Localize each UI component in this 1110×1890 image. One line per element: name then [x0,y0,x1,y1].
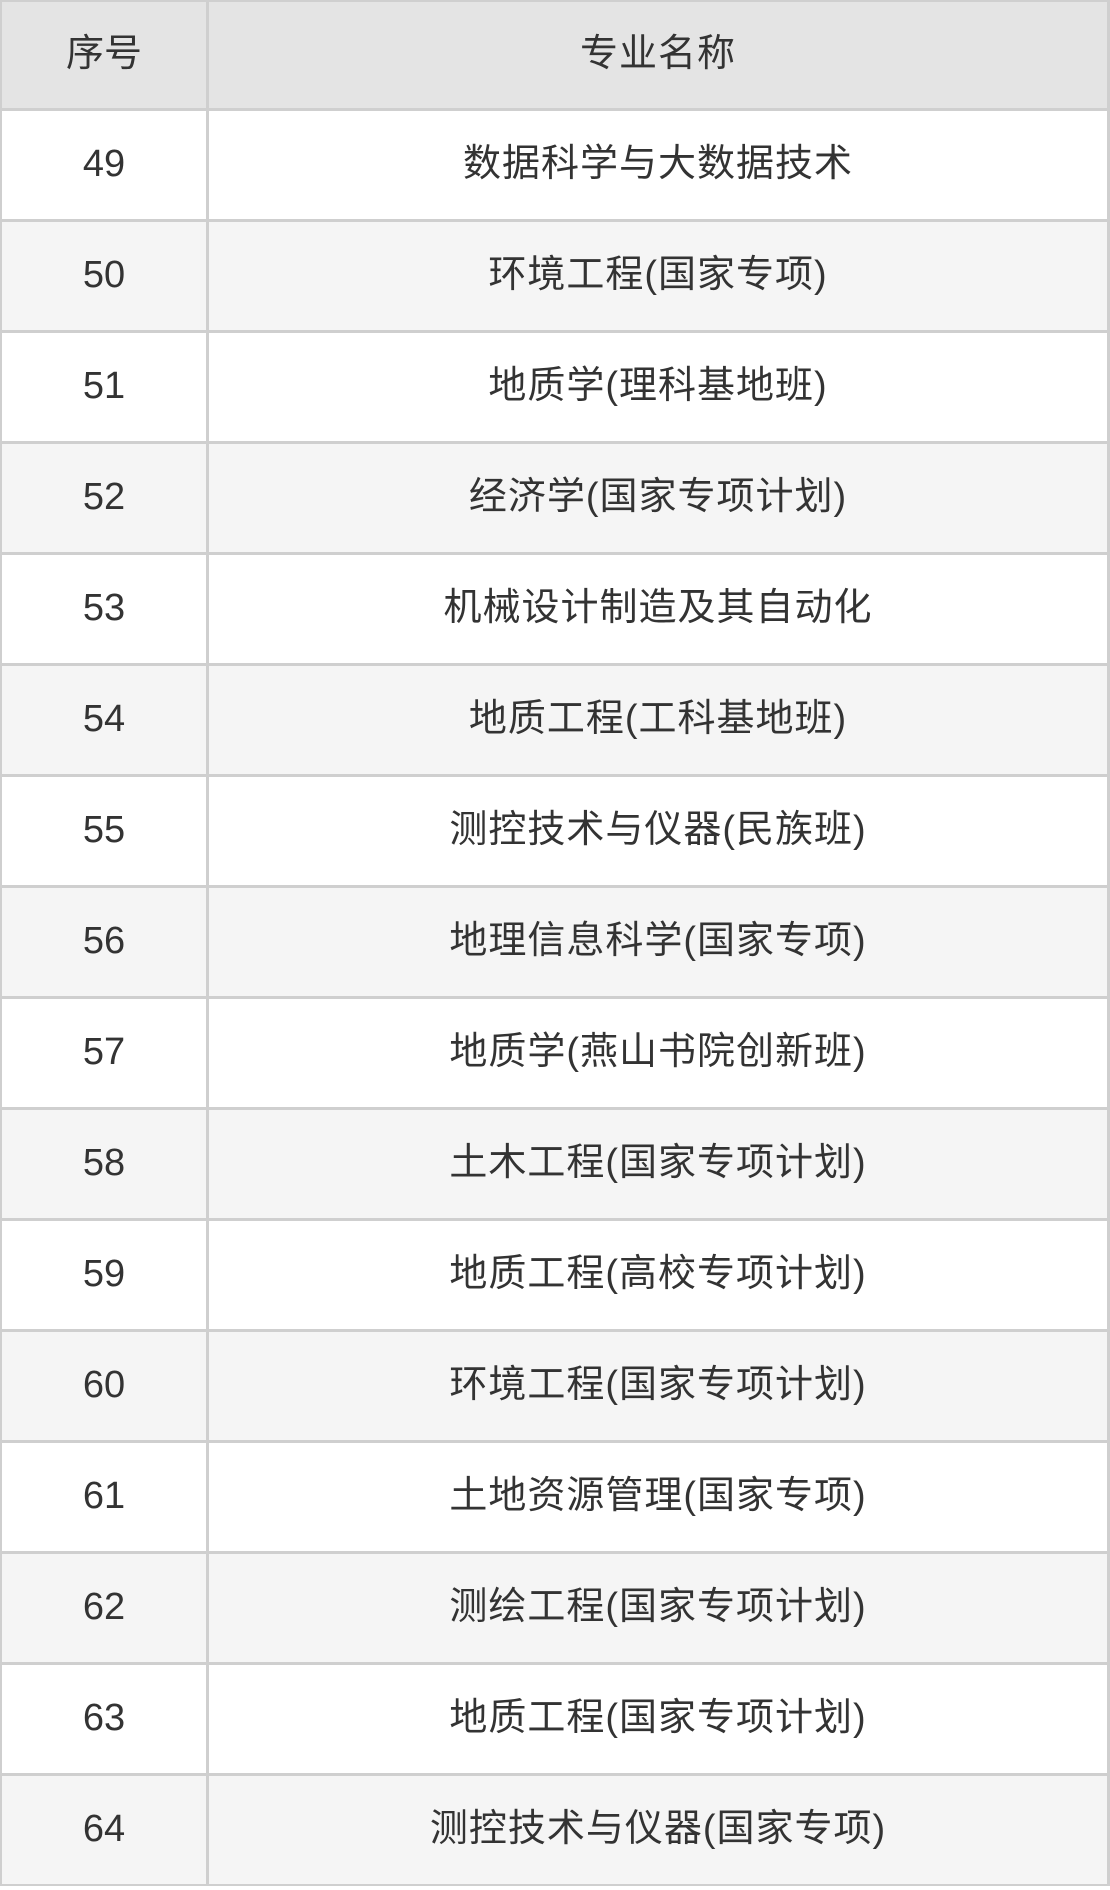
cell-major: 测控技术与仪器(国家专项) [209,1776,1107,1884]
cell-major: 地质学(燕山书院创新班) [209,999,1107,1107]
cell-index: 57 [2,999,206,1107]
cell-index: 49 [2,111,206,219]
cell-index: 52 [2,444,206,552]
cell-major: 地质工程(工科基地班) [209,666,1107,774]
header-cell-major: 专业名称 [209,2,1107,108]
header-cell-index: 序号 [2,2,206,108]
cell-index: 54 [2,666,206,774]
cell-index: 63 [2,1665,206,1773]
cell-index: 55 [2,777,206,885]
cell-index: 50 [2,222,206,330]
cell-major: 测控技术与仪器(民族班) [209,777,1107,885]
cell-major: 数据科学与大数据技术 [209,111,1107,219]
cell-major: 地质学(理科基地班) [209,333,1107,441]
cell-major: 地质工程(国家专项计划) [209,1665,1107,1773]
cell-major: 环境工程(国家专项计划) [209,1332,1107,1440]
cell-major: 机械设计制造及其自动化 [209,555,1107,663]
cell-index: 51 [2,333,206,441]
cell-index: 60 [2,1332,206,1440]
cell-index: 62 [2,1554,206,1662]
cell-index: 58 [2,1110,206,1218]
cell-index: 53 [2,555,206,663]
cell-major: 环境工程(国家专项) [209,222,1107,330]
cell-major: 测绘工程(国家专项计划) [209,1554,1107,1662]
cell-major: 土木工程(国家专项计划) [209,1110,1107,1218]
cell-major: 土地资源管理(国家专项) [209,1443,1107,1551]
cell-major: 地理信息科学(国家专项) [209,888,1107,996]
cell-major: 经济学(国家专项计划) [209,444,1107,552]
cell-major: 地质工程(高校专项计划) [209,1221,1107,1329]
cell-index: 56 [2,888,206,996]
cell-index: 64 [2,1776,206,1884]
cell-index: 59 [2,1221,206,1329]
cell-index: 61 [2,1443,206,1551]
